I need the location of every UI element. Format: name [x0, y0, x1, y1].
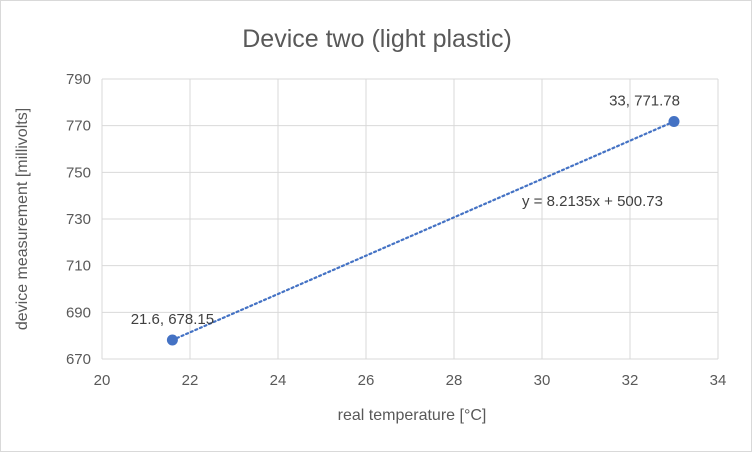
tick-labels: 20 22 24 26 28 30 32 34 670 690 710 730 750 770 790	[66, 71, 726, 389]
trendline-equation: y = 8.2135x + 500.73	[522, 193, 663, 210]
x-tick-label: 28	[446, 372, 463, 389]
y-tick-label: 670	[66, 351, 91, 368]
x-tick-label: 30	[534, 372, 551, 389]
y-tick-label: 750	[66, 164, 91, 181]
x-axis-label: real temperature [°C]	[338, 407, 487, 424]
data-label: 21.6, 678.15	[131, 311, 214, 328]
data-label: 33, 771.78	[609, 93, 680, 110]
trendline	[171, 120, 676, 342]
x-tick-label: 34	[710, 372, 727, 389]
data-point	[166, 334, 178, 346]
y-tick-label: 790	[66, 71, 91, 88]
gridlines	[101, 78, 719, 360]
y-tick-label: 770	[66, 118, 91, 135]
x-tick-label: 24	[270, 372, 287, 389]
data-points	[166, 116, 680, 346]
data-point	[668, 116, 680, 128]
trendline-group	[171, 120, 676, 342]
x-tick-label: 26	[358, 372, 375, 389]
y-tick-label: 710	[66, 258, 91, 275]
y-tick-label: 730	[66, 211, 91, 228]
x-tick-label: 32	[622, 372, 639, 389]
x-tick-label: 22	[182, 372, 199, 389]
y-axis-label: device measurement [millivolts]	[14, 108, 31, 330]
data-labels: 21.6, 678.15 33, 771.78	[131, 93, 680, 328]
chart-title: Device two (light plastic)	[242, 25, 512, 53]
x-tick-label: 20	[94, 372, 111, 389]
y-tick-label: 690	[66, 304, 91, 321]
